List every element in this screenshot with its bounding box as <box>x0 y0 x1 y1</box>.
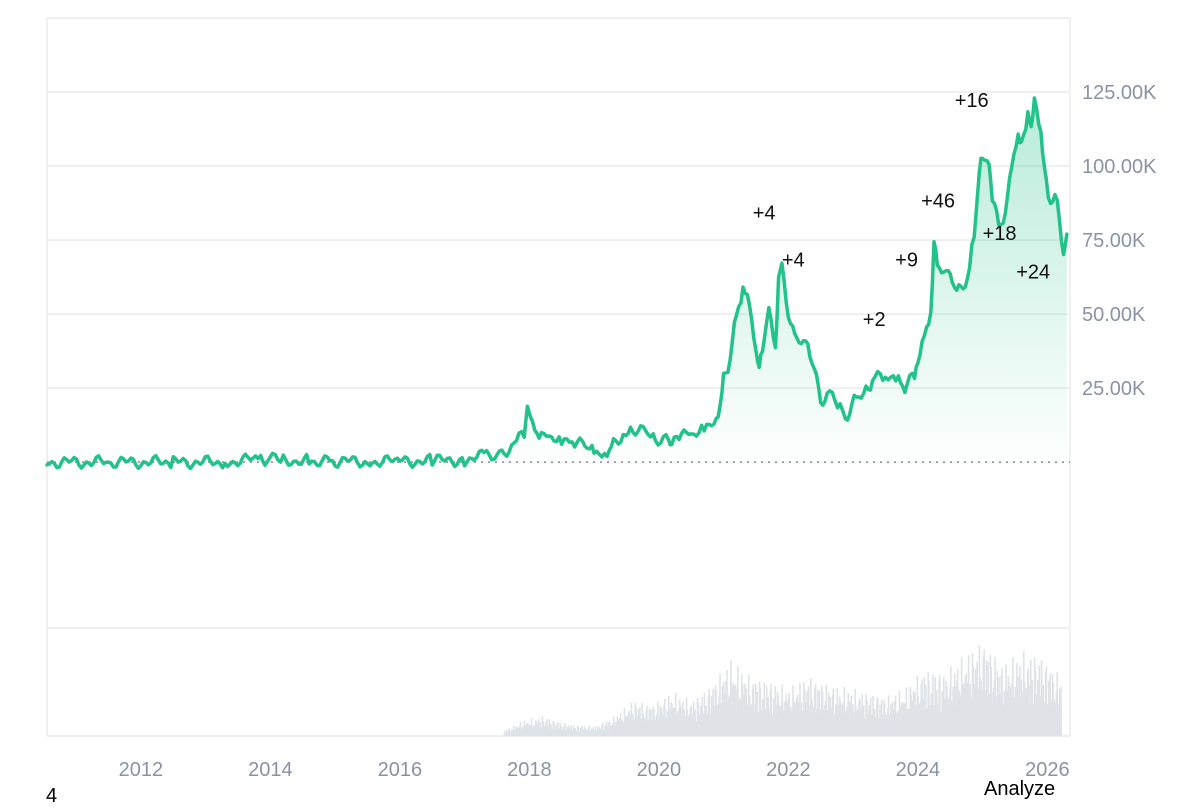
price-area-fill <box>47 98 1067 469</box>
volume-bar <box>807 686 810 736</box>
volume-bar <box>983 649 985 736</box>
volume-bar <box>770 683 773 736</box>
volume-bar <box>788 692 790 736</box>
volume-bar <box>546 719 548 736</box>
volume-bar <box>923 676 926 736</box>
volume-bar <box>965 672 968 736</box>
price-line <box>45 96 1069 471</box>
volume-bar <box>876 697 879 736</box>
volume-bar <box>741 684 744 736</box>
volume-bar <box>708 688 710 736</box>
volume-bar <box>1045 666 1048 736</box>
volume-bar <box>894 695 897 736</box>
annotation-label: +4 <box>782 250 805 272</box>
x-tick-label: 2024 <box>896 759 941 781</box>
volume-bar <box>646 705 648 736</box>
volume-bar <box>848 700 850 736</box>
volume-bar <box>553 721 555 736</box>
y-tick-label: 100.00K <box>1082 156 1157 178</box>
volume-bar <box>985 660 988 736</box>
volume-bar <box>905 687 908 736</box>
volume-bar <box>1029 659 1032 736</box>
volume-bar <box>910 694 912 736</box>
volume-bar <box>803 689 806 736</box>
volume-bar <box>754 684 757 736</box>
volume-bar <box>972 666 975 736</box>
volume-bar <box>976 661 978 736</box>
volume-bar <box>679 705 682 736</box>
volume-bar <box>921 679 923 736</box>
annotation-label: +16 <box>955 90 989 112</box>
volume-bar <box>577 725 580 736</box>
analyze-button[interactable]: Analyze <box>984 778 1056 800</box>
volume-bar <box>619 713 622 736</box>
volume-bar <box>814 683 817 736</box>
y-tick-label: 25.00K <box>1082 378 1146 400</box>
x-tick-label: 2016 <box>378 759 423 781</box>
volume-bars <box>503 645 1062 736</box>
volume-bar <box>635 706 637 736</box>
volume-bar <box>1027 667 1030 736</box>
volume-bar <box>535 721 537 736</box>
volume-bar <box>639 707 641 736</box>
volume-bar <box>648 708 651 736</box>
volume-bar <box>859 698 861 736</box>
x-tick-label: 2026 <box>1025 759 1070 781</box>
volume-bar <box>519 721 522 736</box>
x-tick-label: 2018 <box>507 759 552 781</box>
volume-bar <box>737 666 739 736</box>
x-tick-label: 2012 <box>119 759 164 781</box>
volume-bar <box>1001 668 1003 736</box>
volume-bar <box>690 705 693 736</box>
price-area <box>45 96 1069 471</box>
volume-bar <box>914 692 916 736</box>
annotation-label: +9 <box>895 250 918 272</box>
annotation-label: +2 <box>863 309 886 331</box>
volume-bar <box>752 683 755 736</box>
y-tick-label: 50.00K <box>1082 304 1146 326</box>
volume-bar <box>628 710 630 736</box>
volume-bar <box>588 725 591 736</box>
volume-bar <box>843 686 846 736</box>
volume-bar <box>1056 672 1059 736</box>
volume-bar <box>799 683 801 736</box>
annotation-label: +24 <box>1016 262 1050 284</box>
footer-left-label: 4 <box>46 785 58 807</box>
volume-bar <box>1060 686 1062 736</box>
volume-bar <box>1016 676 1019 736</box>
volume-bar <box>1012 657 1014 736</box>
annotation-label: +4 <box>753 202 776 224</box>
annotations: +4 +4 +2 +9 +46 +16 +18 +24 <box>753 90 1050 331</box>
y-tick-label: 125.00K <box>1082 82 1157 104</box>
volume-bar <box>939 675 941 736</box>
volume-bar <box>537 719 540 736</box>
volume-bar <box>796 694 799 736</box>
annotation-label: +18 <box>983 223 1017 245</box>
volume-bar <box>564 723 566 736</box>
volume-bar <box>692 701 695 736</box>
volume-bar <box>664 698 666 736</box>
volume-bar <box>967 655 970 736</box>
y-tick-label: 75.00K <box>1082 230 1146 252</box>
volume-bar <box>861 694 863 736</box>
volume-bar <box>745 688 748 736</box>
volume-bar <box>570 725 573 736</box>
x-tick-label: 2020 <box>637 759 682 781</box>
volume-bar <box>1038 665 1041 736</box>
x-tick-label: 2014 <box>248 759 293 781</box>
volume-bar <box>817 689 819 736</box>
annotation-label: +46 <box>921 191 955 213</box>
volume-bar <box>832 688 835 736</box>
volume-bar <box>601 722 604 736</box>
axes: 25.00K 50.00K 75.00K 100.00K 125.00K 2012 2014… <box>119 82 1158 781</box>
x-tick-label: 2022 <box>766 759 811 781</box>
volume-bar <box>726 669 728 736</box>
